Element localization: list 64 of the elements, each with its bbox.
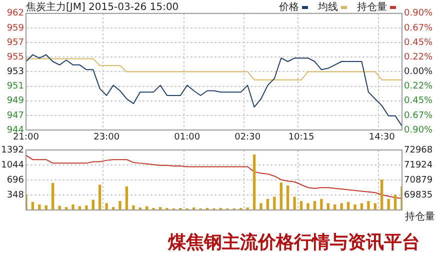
y2-tick-label: 0.90% [404, 8, 434, 19]
bar [354, 204, 356, 210]
bar [286, 186, 290, 210]
y-tick-label: 1044 [1, 160, 24, 170]
legend-label: 持仓量 [357, 0, 387, 14]
y2-tick-label: 0.45% [404, 96, 434, 106]
y-tick-label: 348 [6, 190, 24, 200]
y-tick-label: 953 [6, 67, 24, 78]
y-tick-label: 957 [6, 38, 24, 48]
bar [58, 206, 61, 210]
bar [367, 201, 370, 210]
bar [118, 201, 122, 210]
bar [293, 196, 296, 210]
bar [374, 203, 376, 210]
text: 煤焦钢主流价格行情与资讯平台 [168, 231, 420, 254]
bar [132, 205, 135, 210]
bar [98, 184, 102, 210]
bar [306, 203, 310, 210]
x-tick-label: 10:15 [288, 132, 314, 143]
x-tick-label: 14:30 [368, 132, 396, 143]
y-tick-label: 1392 [1, 145, 24, 156]
bar [280, 182, 282, 210]
x-tick-label: 01:00 [174, 132, 200, 143]
y-tick-label: 951 [6, 82, 24, 92]
bar [52, 182, 54, 210]
bar [380, 180, 384, 210]
bar [320, 198, 323, 210]
x-tick-label: 21:00 [13, 132, 40, 143]
y-tick-label: 955 [6, 52, 24, 62]
y2-axis-title: 持仓量 [405, 210, 435, 223]
bar [125, 186, 128, 210]
bar [72, 204, 74, 210]
bar [260, 203, 262, 210]
y2-tick-label: 71924 [404, 160, 433, 170]
bar [38, 204, 41, 210]
y2-tick-label: 0.45% [404, 38, 434, 48]
x-tick-label: 02:30 [234, 132, 261, 143]
bar [85, 205, 88, 210]
legend-label: 均线 [318, 0, 338, 14]
bar [252, 154, 256, 210]
bar [394, 194, 397, 210]
y-tick-label: 949 [6, 96, 24, 106]
y2-tick-label: 0.67% [404, 110, 434, 121]
y-tick-label: 959 [6, 23, 24, 34]
y2-tick-label: 0.90% [404, 125, 434, 136]
y2-tick-label: 0.67% [404, 23, 434, 34]
bar [105, 203, 108, 210]
legend-label: 价格 [279, 0, 299, 14]
y-tick-label: 947 [6, 110, 24, 121]
y2-tick-label: 70879 [404, 175, 433, 186]
y2-tick-label: 69835 [404, 190, 433, 200]
y2-tick-label: 0.00% [404, 67, 434, 78]
y2-tick-label: 72968 [404, 145, 433, 156]
bar [340, 203, 343, 210]
bar [360, 203, 364, 210]
y2-tick-label: 0.22% [404, 82, 434, 92]
y-tick-label: 696 [6, 175, 24, 186]
y2-tick-label: 0.22% [404, 52, 434, 62]
bar [326, 203, 330, 210]
chart-title: 焦炭主力[JM] 2015-03-26 15:00 [26, 0, 179, 14]
y-tick-label: 962 [6, 8, 24, 19]
x-tick-label: 23:00 [94, 132, 120, 143]
bar [273, 196, 276, 210]
bar [387, 198, 390, 210]
